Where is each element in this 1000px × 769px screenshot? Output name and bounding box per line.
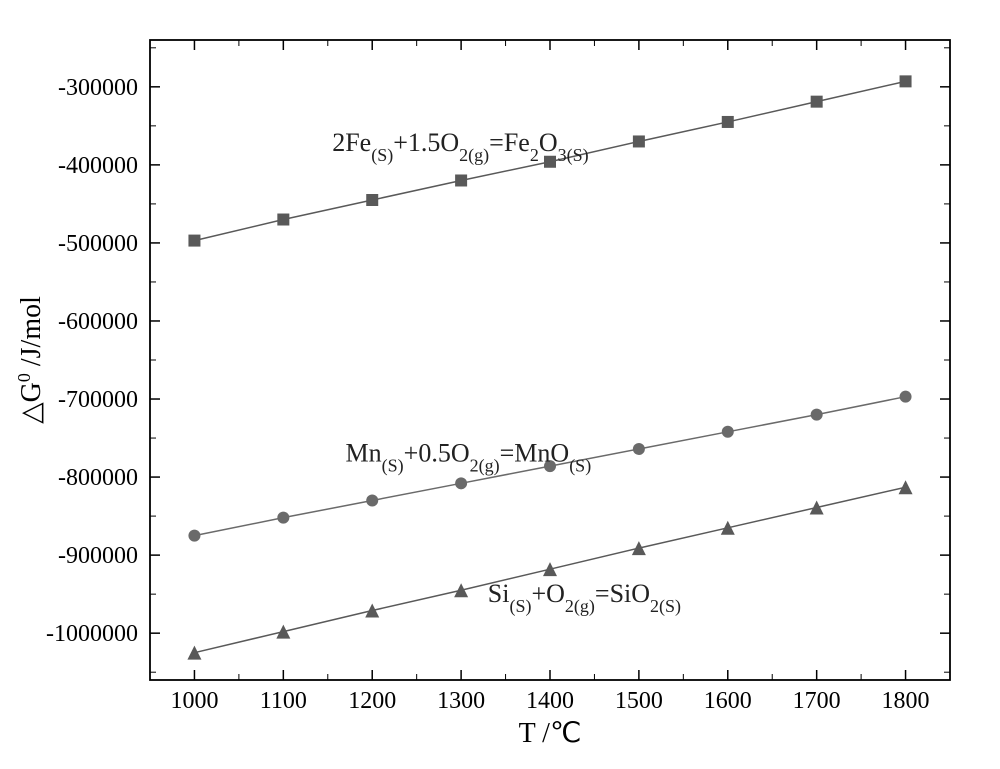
svg-text:1700: 1700	[793, 688, 841, 714]
x-axis-label: T /℃	[519, 718, 582, 749]
svg-text:1400: 1400	[526, 688, 574, 714]
svg-text:-400000: -400000	[58, 153, 138, 179]
svg-text:-600000: -600000	[58, 309, 138, 335]
series-Fe2O3: 2Fe(S)+1.5O2(g)=Fe2O3(S)	[188, 75, 911, 246]
chart-container: 1000 1100 1200 1300 1400 1500 1600 1700 1800 -300…	[0, 0, 1000, 769]
series-MnO: Mn(S)+0.5O2(g)=MnO(S)	[188, 391, 911, 542]
svg-text:-900000: -900000	[58, 543, 138, 569]
svg-text:-1000000: -1000000	[46, 621, 138, 647]
chart-svg: 1000 1100 1200 1300 1400 1500 1600 1700 1800 -300…	[0, 0, 1000, 769]
series-SiO2: Si(S)+O2(g)=SiO2(S)	[187, 480, 912, 659]
svg-text:-300000: -300000	[58, 75, 138, 101]
svg-text:1100: 1100	[260, 688, 307, 714]
svg-text:1500: 1500	[615, 688, 663, 714]
svg-text:1800: 1800	[882, 688, 930, 714]
y-axis-label: △G0 /J/mol	[14, 296, 47, 424]
svg-text:1300: 1300	[437, 688, 485, 714]
series-label-MnO: Mn(S)+0.5O2(g)=MnO(S)	[346, 438, 592, 476]
svg-text:1600: 1600	[704, 688, 752, 714]
svg-text:-500000: -500000	[58, 231, 138, 257]
svg-text:1000: 1000	[170, 688, 218, 714]
svg-text:-700000: -700000	[58, 387, 138, 413]
series-label-SiO2: Si(S)+O2(g)=SiO2(S)	[488, 579, 681, 617]
svg-text:1200: 1200	[348, 688, 396, 714]
svg-text:-800000: -800000	[58, 465, 138, 491]
